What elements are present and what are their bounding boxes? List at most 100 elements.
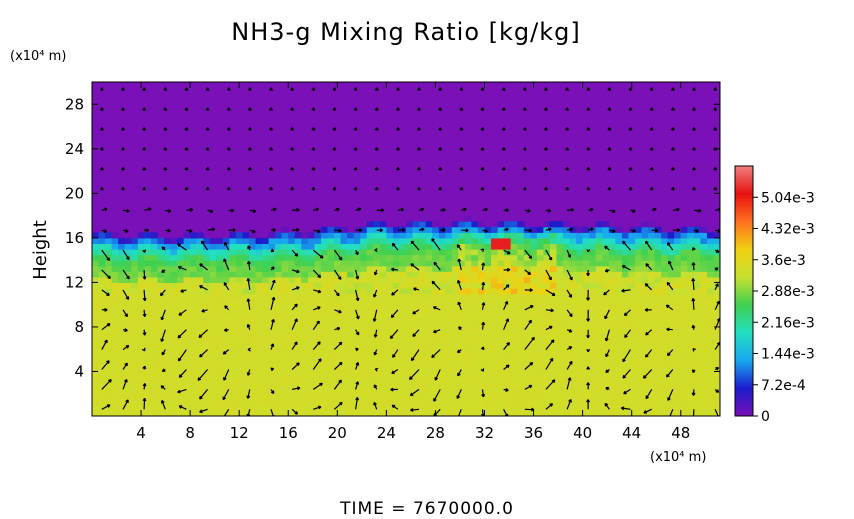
heatmap-cell	[419, 271, 427, 278]
heatmap-cell	[294, 388, 302, 395]
heatmap-cell	[301, 332, 309, 339]
heatmap-cell	[347, 271, 355, 278]
heatmap-cell	[569, 354, 577, 361]
heatmap-cell	[445, 254, 453, 261]
heatmap-cell	[458, 249, 466, 256]
heatmap-cell	[170, 377, 178, 384]
heatmap-cell	[504, 221, 512, 228]
heatmap-cell	[680, 254, 688, 261]
wind-vector	[395, 167, 400, 171]
heatmap-cell	[569, 388, 577, 395]
heatmap-cell	[504, 377, 512, 384]
heatmap-cell	[693, 321, 701, 328]
heatmap-cell	[216, 243, 224, 250]
heatmap-cell	[458, 321, 466, 328]
heatmap-cell	[392, 377, 401, 384]
heatmap-cell	[177, 349, 185, 356]
wind-vector	[101, 323, 111, 331]
heatmap-cell	[582, 282, 590, 289]
heatmap-cell	[648, 332, 656, 339]
heatmap-cell	[353, 371, 361, 378]
heatmap-cell	[641, 382, 649, 389]
heatmap-cell	[523, 365, 531, 373]
heatmap-cell	[589, 254, 597, 261]
wind-vector	[101, 249, 110, 262]
heatmap-cell	[399, 265, 407, 272]
wind-vector	[644, 283, 653, 291]
heatmap-cell	[491, 243, 499, 250]
heatmap-cell	[687, 304, 695, 311]
heatmap-cell	[203, 321, 211, 328]
wind-vector	[332, 147, 337, 151]
heatmap-cell	[177, 249, 185, 256]
heatmap-cell	[602, 343, 610, 350]
heatmap-cell	[249, 326, 257, 334]
heatmap-cell	[190, 354, 198, 361]
heatmap-cell	[569, 332, 577, 339]
wind-vector	[644, 307, 652, 312]
heatmap-cell	[497, 249, 505, 256]
heatmap-cell	[111, 354, 119, 361]
heatmap-cell	[124, 354, 132, 361]
heatmap-cell	[131, 265, 139, 272]
wind-vector	[142, 309, 147, 318]
heatmap-cell	[471, 360, 479, 367]
heatmap-cell	[497, 243, 505, 250]
heatmap-cell	[641, 365, 649, 373]
heatmap-cell	[438, 332, 446, 339]
heatmap-cell	[615, 321, 623, 328]
heatmap-cell	[628, 254, 636, 261]
heatmap-cell	[464, 221, 473, 228]
heatmap-cell	[347, 315, 355, 322]
heatmap-cell	[347, 399, 355, 406]
heatmap-cell	[163, 377, 172, 384]
heatmap-cell	[602, 287, 610, 295]
heatmap-cell	[543, 410, 551, 416]
heatmap-cell	[634, 260, 643, 267]
heatmap-cell	[327, 377, 335, 384]
heatmap-cell	[137, 321, 145, 328]
heatmap-cell	[373, 237, 381, 245]
heatmap-cell	[432, 338, 440, 345]
heatmap-cell	[131, 237, 139, 245]
heatmap-cell	[222, 271, 230, 278]
wind-vector	[503, 208, 509, 213]
heatmap-cell	[242, 271, 250, 278]
heatmap-cell	[190, 304, 198, 311]
heatmap-cell	[301, 276, 309, 283]
heatmap-cell	[131, 293, 139, 300]
heatmap-cell	[196, 388, 204, 395]
wind-vector	[456, 409, 462, 416]
heatmap-cell	[294, 365, 302, 373]
heatmap-cell	[288, 315, 296, 322]
heatmap-cell	[196, 349, 204, 356]
heatmap-cell	[667, 260, 675, 267]
heatmap-cell	[366, 271, 374, 278]
heatmap-cell	[203, 404, 211, 412]
heatmap-cell	[157, 282, 165, 289]
heatmap-cell	[320, 243, 329, 250]
heatmap-cell	[327, 388, 335, 395]
heatmap-cell	[131, 371, 139, 378]
heatmap-cell	[497, 338, 505, 345]
heatmap-cell	[484, 276, 492, 283]
heatmap-cell	[517, 293, 525, 300]
wind-vector	[524, 362, 534, 370]
heatmap-cell	[150, 399, 159, 406]
wind-vector	[223, 258, 230, 271]
heatmap-cell	[98, 315, 106, 322]
heatmap-cell	[425, 404, 433, 412]
heatmap-cell	[249, 276, 257, 283]
heatmap-cell	[105, 237, 113, 245]
heatmap-cell	[406, 399, 414, 406]
heatmap-cell	[438, 371, 446, 378]
heatmap-cell	[301, 343, 309, 350]
heatmap-cell	[229, 310, 237, 317]
heatmap-cell	[419, 393, 427, 400]
heatmap-cell	[163, 360, 172, 367]
heatmap-cell	[543, 282, 551, 289]
wind-vector	[374, 367, 379, 372]
wind-vector	[184, 87, 189, 91]
heatmap-cell	[268, 399, 276, 406]
heatmap-cell	[556, 287, 564, 295]
